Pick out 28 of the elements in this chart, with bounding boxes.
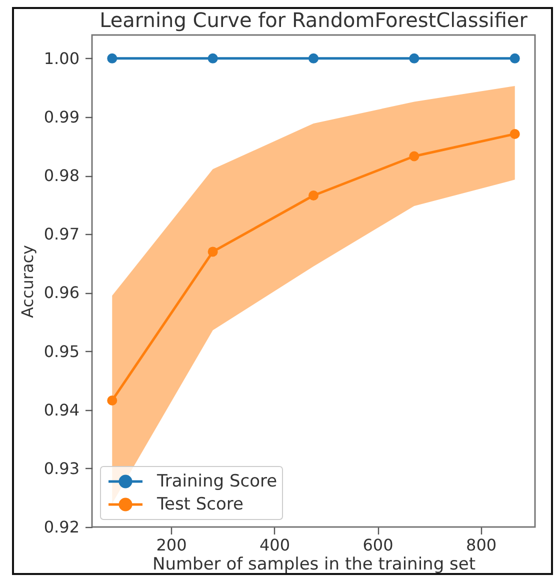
y-tick-label: 0.92	[44, 518, 80, 536]
y-tick-label: 0.96	[44, 283, 80, 302]
y-tick-label: 0.99	[44, 108, 80, 126]
x-tick-label: 400	[259, 536, 290, 554]
point	[409, 151, 420, 162]
y-tick-label: 0.98	[44, 166, 80, 186]
point	[208, 53, 218, 64]
y-axis-title: Accuracy	[18, 244, 37, 318]
y-tick-label: 0.97	[44, 224, 80, 244]
point	[409, 53, 420, 64]
y-tick-label: 0.94	[44, 400, 80, 420]
point	[510, 53, 520, 64]
legend-label: Training Score	[156, 472, 278, 492]
x-tick-label: 600	[362, 536, 394, 554]
x-tick-label: 200	[156, 536, 187, 554]
y-tick-label: 1.00	[44, 48, 80, 68]
point	[308, 190, 318, 200]
point	[510, 128, 520, 139]
point	[107, 395, 118, 406]
x-axis-title: Number of samples in the training set	[152, 554, 476, 574]
legend-label: Test Score	[156, 494, 244, 514]
point	[208, 246, 218, 257]
chart-title: Learning Curve for RandomForestClassifier	[100, 8, 528, 32]
y-tick-label: 0.93	[44, 458, 80, 478]
x-tick-label: 800	[466, 536, 497, 554]
point	[107, 53, 118, 64]
y-tick-label: 0.95	[44, 342, 80, 361]
point	[308, 53, 318, 64]
